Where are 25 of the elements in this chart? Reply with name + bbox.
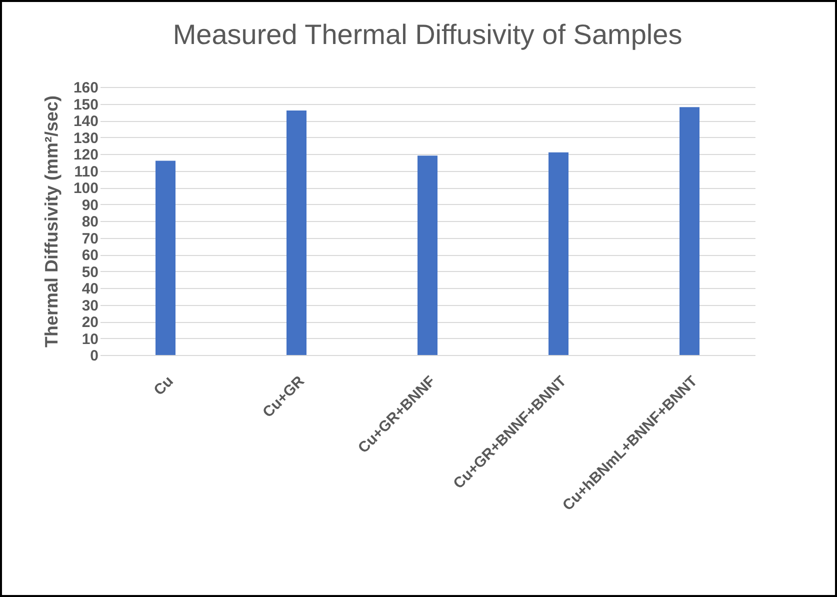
y-tick-label: 20 (82, 314, 98, 331)
y-tick-label: 80 (82, 214, 98, 230)
x-tick-label: Cu (150, 372, 177, 399)
y-tick-label: 160 (73, 80, 98, 96)
y-axis-title: Thermal Diffusivity (mm²/sec) (41, 95, 62, 348)
y-tick-label: 120 (73, 146, 98, 164)
y-tick-label: 70 (82, 230, 98, 248)
y-tick-label: 140 (73, 113, 98, 130)
y-tick-label: 40 (82, 280, 98, 298)
bar (418, 156, 438, 355)
y-tick-label: 90 (82, 196, 98, 214)
bar (548, 152, 568, 355)
y-tick-label: 0 (90, 348, 98, 364)
y-tick-label: 10 (82, 330, 98, 348)
bar (156, 160, 176, 355)
y-tick-label: 110 (74, 163, 98, 180)
y-tick-label: 60 (82, 247, 98, 264)
y-tick-label: 30 (82, 297, 98, 314)
bar (680, 107, 700, 355)
chart-title: Measured Thermal Diffusivity of Samples (172, 19, 682, 50)
y-tick-label: 100 (73, 180, 98, 197)
bar (286, 110, 306, 355)
y-tick-label: 150 (73, 96, 98, 114)
y-tick-label: 50 (82, 264, 98, 281)
y-tick-label: 130 (73, 130, 98, 147)
